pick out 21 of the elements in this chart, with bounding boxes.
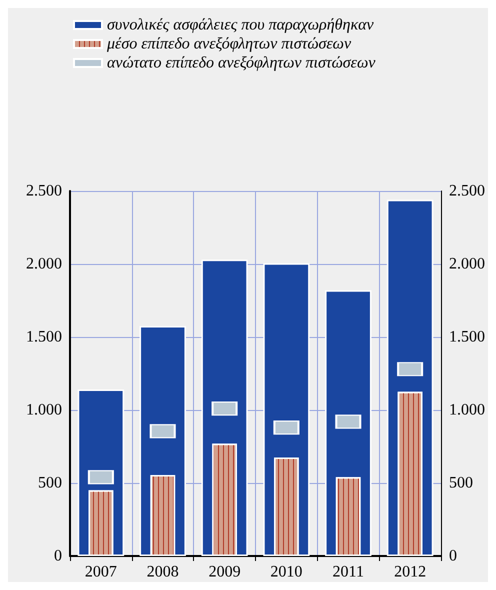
y-tick-label: 500 xyxy=(38,474,62,492)
legend-label: μέσο επίπεδο ανεξόφλητων πιστώσεων xyxy=(106,36,352,52)
y-tick-label: 1.000 xyxy=(26,402,62,418)
y2-tick-label: 2.000 xyxy=(449,256,485,272)
legend-label: ανώτατο επίπεδο ανεξόφλητων πιστώσεων xyxy=(107,54,376,72)
y2-tick-label: 2.500 xyxy=(449,182,485,200)
y-tick-label: 0 xyxy=(54,548,62,564)
x-tick-label: 2009 xyxy=(208,564,241,580)
y2-tick-label: 1.500 xyxy=(449,328,485,346)
x-tick-label: 2007 xyxy=(84,564,117,580)
y2-tick-label: 500 xyxy=(449,474,473,492)
y-tick-label: 2.500 xyxy=(26,182,62,200)
legend-label: συνολικές ασφάλειες που παραχωρήθηκαν xyxy=(107,16,375,34)
y2-tick-label: 0 xyxy=(449,548,457,564)
x-tick-label: 2011 xyxy=(332,564,364,580)
x-tick-label: 2012 xyxy=(394,564,426,580)
y2-tick-label: 1.000 xyxy=(449,402,485,418)
x-tick-label: 2010 xyxy=(270,564,302,580)
x-tick-label: 2008 xyxy=(146,564,179,580)
y-tick-label: 2.000 xyxy=(26,256,62,272)
y-tick-label: 1.500 xyxy=(26,328,62,346)
